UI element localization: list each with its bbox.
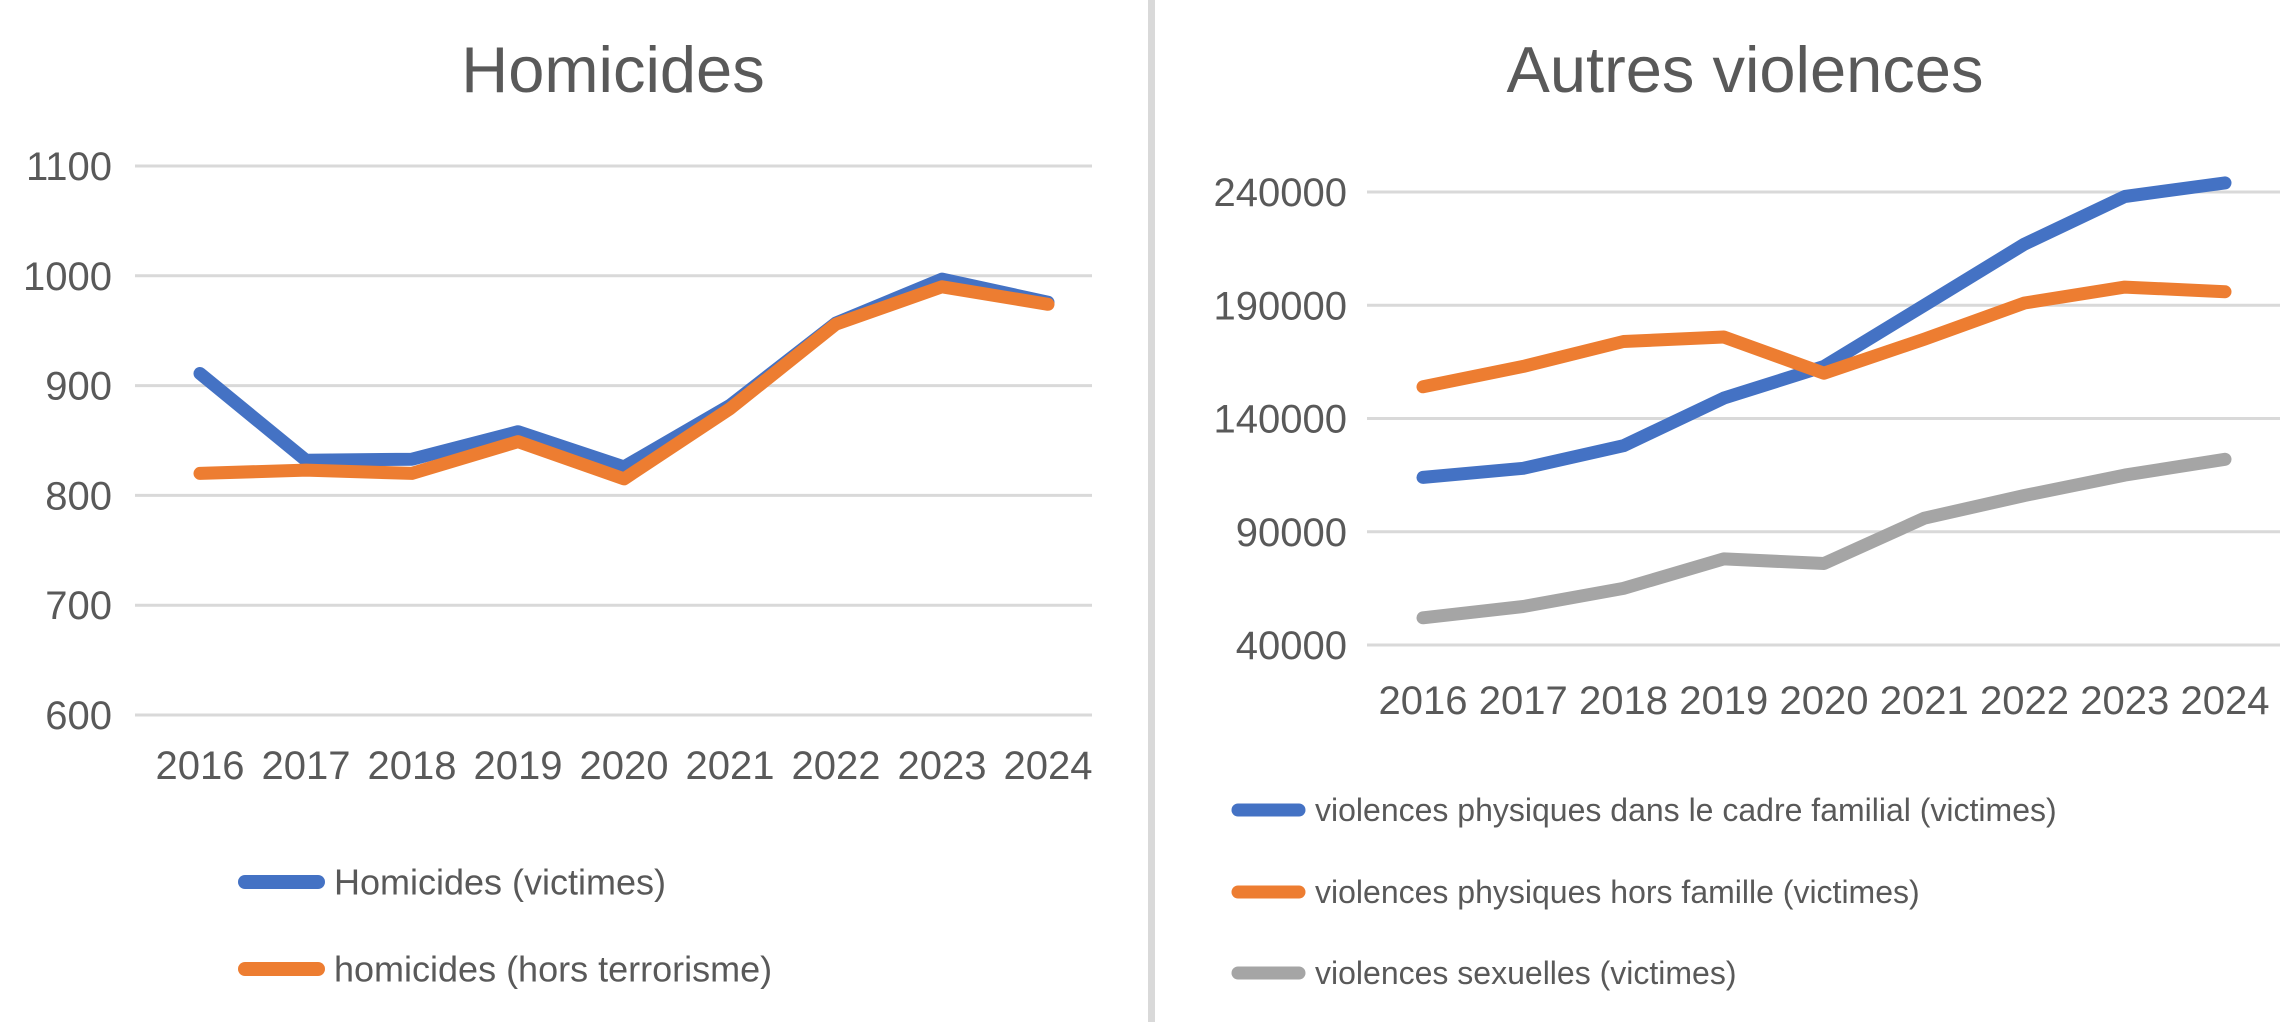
autres-violences-chart: Autres violences 40000 90000 140000 190000 24… bbox=[1214, 33, 2280, 991]
legend-label: Homicides (victimes) bbox=[334, 862, 666, 903]
legend-label: violences sexuelles (victimes) bbox=[1315, 955, 1736, 991]
series-line-1 bbox=[193, 272, 1055, 474]
y-axis-tick-label: 90000 bbox=[1236, 511, 1347, 555]
x-axis-label: 2023 bbox=[2080, 679, 2169, 723]
x-axis-label: 2019 bbox=[474, 744, 563, 788]
series-line-2 bbox=[1416, 280, 2232, 394]
x-axis-label: 2017 bbox=[262, 744, 351, 788]
x-axis-label: 2023 bbox=[898, 744, 987, 788]
series-line-2 bbox=[193, 280, 1055, 486]
autres-violences-chart-panel: Autres violences 40000 90000 140000 190000 24… bbox=[1148, 0, 2280, 1022]
y-axis-tick-label: 1100 bbox=[26, 145, 112, 189]
y-axis-tick-label: 140000 bbox=[1214, 398, 1347, 442]
x-axis-label: 2024 bbox=[2181, 679, 2270, 723]
legend-label: violences physiques hors famille (victim… bbox=[1315, 874, 1920, 910]
y-axis-tick-label: 1000 bbox=[23, 255, 112, 299]
y-axis-tick-label: 240000 bbox=[1214, 171, 1347, 215]
series-line-1 bbox=[1416, 176, 2232, 484]
y-axis-tick-label: 900 bbox=[45, 365, 112, 409]
x-axis-label: 2021 bbox=[686, 744, 775, 788]
x-axis-label: 2016 bbox=[156, 744, 245, 788]
homicides-chart: Homicides 600 700 800 900 1000 1100 2016 2017 201… bbox=[23, 33, 1093, 990]
y-axis-tick-label: 190000 bbox=[1214, 284, 1347, 328]
x-axis-label: 2021 bbox=[1880, 679, 1969, 723]
x-axis-label: 2017 bbox=[1479, 679, 1568, 723]
legend-label: violences physiques dans le cadre famili… bbox=[1315, 792, 2057, 828]
x-axis-label: 2016 bbox=[1379, 679, 1468, 723]
chart-title: Homicides bbox=[461, 33, 764, 106]
y-axis-tick-label: 800 bbox=[45, 474, 112, 518]
y-axis-tick-label: 40000 bbox=[1236, 624, 1347, 668]
x-axis-label: 2020 bbox=[1780, 679, 1869, 723]
series-line-3 bbox=[1416, 452, 2232, 625]
x-axis-label: 2022 bbox=[792, 744, 881, 788]
x-axis-label: 2018 bbox=[1579, 679, 1668, 723]
x-axis-label: 2020 bbox=[580, 744, 669, 788]
chart-title: Autres violences bbox=[1507, 33, 1984, 106]
x-axis-label: 2022 bbox=[1980, 679, 2069, 723]
y-axis-tick-label: 700 bbox=[45, 584, 112, 628]
y-axis-tick-label: 600 bbox=[45, 694, 112, 738]
homicides-chart-panel: Homicides 600 700 800 900 1000 1100 2016 2017 201… bbox=[23, 33, 1093, 990]
x-axis-label: 2024 bbox=[1004, 744, 1093, 788]
x-axis-label: 2019 bbox=[1679, 679, 1768, 723]
legend-label: homicides (hors terrorisme) bbox=[334, 949, 772, 990]
x-axis-label: 2018 bbox=[368, 744, 457, 788]
